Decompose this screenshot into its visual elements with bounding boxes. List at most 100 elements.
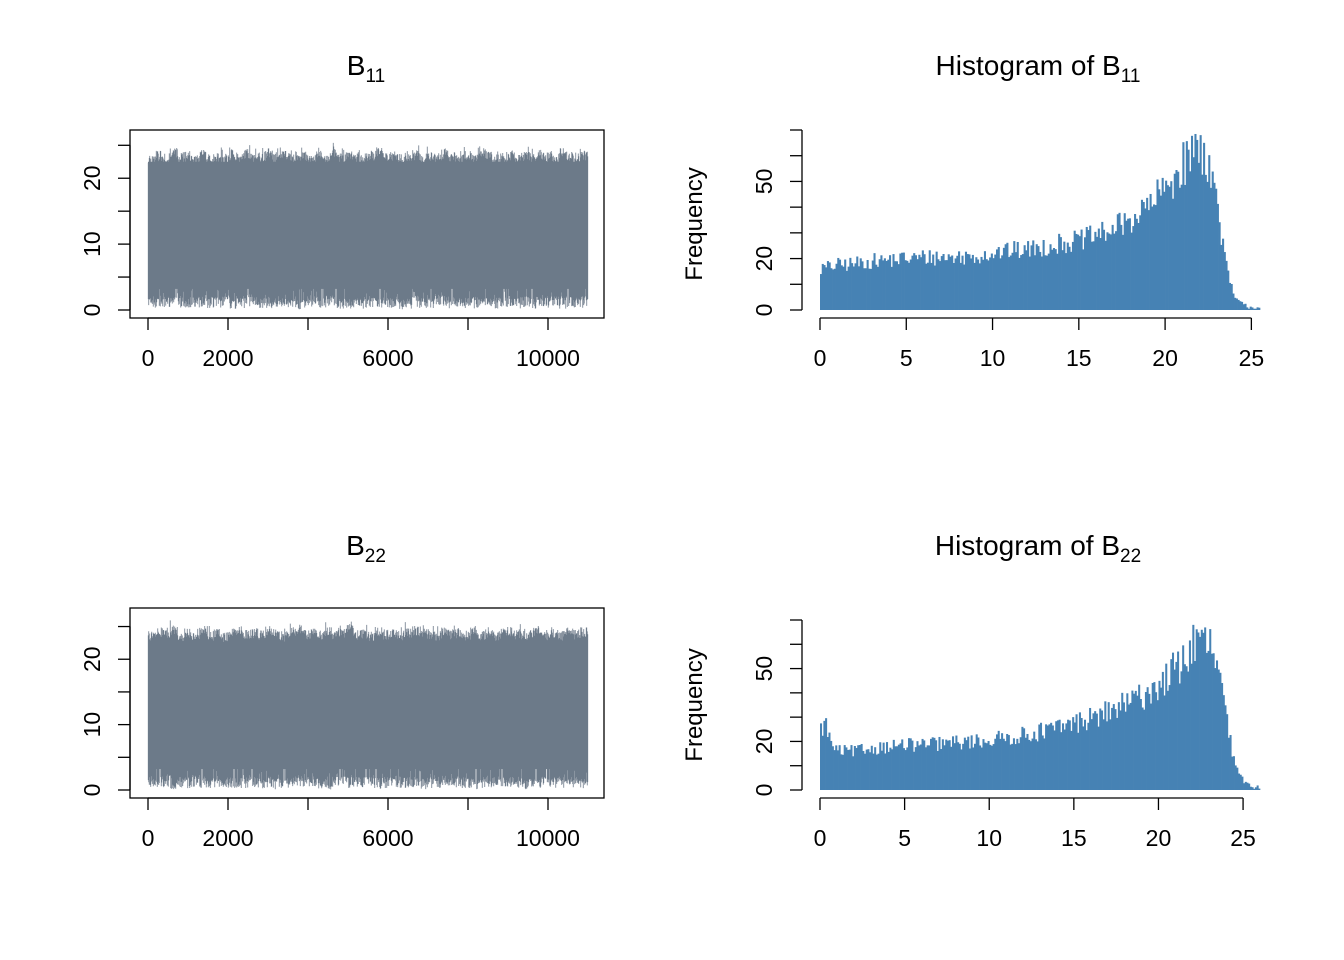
histogram-bar: [1192, 624, 1195, 790]
histogram-bar: [1226, 714, 1229, 790]
histogram-bar: [1099, 238, 1102, 310]
histogram-bar: [994, 254, 997, 310]
histogram-bar: [1185, 141, 1188, 310]
y-tick-label: 50: [751, 169, 777, 195]
histogram-bar: [1001, 255, 1004, 310]
histogram-bar: [1254, 308, 1257, 310]
histogram-bar: [1150, 703, 1153, 790]
histogram-bar: [1049, 244, 1052, 310]
x-tick-label: 20: [1146, 825, 1172, 851]
histogram-bar: [1246, 307, 1249, 310]
histogram-bar: [1253, 788, 1256, 790]
histogram-bar: [1008, 257, 1011, 310]
histogram-bar: [899, 743, 902, 790]
x-tick-label: 10000: [516, 825, 580, 851]
histogram-bar: [1128, 704, 1131, 790]
histogram-bar: [989, 257, 992, 310]
x-tick-label: 6000: [362, 345, 413, 371]
histogram-bar: [1058, 719, 1061, 790]
histogram-bar: [984, 742, 987, 790]
histogram-bar: [850, 745, 853, 790]
histogram-bar: [1111, 707, 1114, 790]
histogram-bar: [985, 259, 988, 310]
panel-title: Histogram of B22: [935, 530, 1141, 567]
histogram-bar: [899, 253, 902, 310]
x-axis: 0 5 10 15 20 25: [814, 797, 1256, 851]
histogram-bar: [942, 254, 945, 310]
histogram-bar: [1101, 221, 1104, 310]
y-tick-label: 20: [751, 729, 777, 755]
histogram-bar: [1094, 231, 1097, 310]
histogram-bar: [1023, 245, 1026, 310]
histogram-bar: [1119, 710, 1122, 790]
histogram-bar: [857, 745, 860, 790]
histogram-bar: [1048, 724, 1051, 790]
histogram-bar: [1201, 174, 1204, 310]
histogram-bar: [1182, 142, 1185, 310]
histogram-bar: [1214, 668, 1217, 790]
histogram-bar: [1177, 171, 1180, 310]
histogram-bar: [1156, 700, 1159, 790]
histogram-bar: [901, 739, 904, 790]
histogram-bar: [1100, 710, 1103, 790]
histogram-bar: [936, 750, 939, 790]
histogram-bar: [1189, 171, 1192, 310]
histogram-bar: [1230, 283, 1233, 310]
histogram-bar: [1234, 297, 1237, 310]
histogram-bar: [1002, 738, 1005, 790]
histogram-bar: [882, 260, 885, 310]
histogram-bar: [943, 745, 946, 790]
histogram-bar: [849, 257, 852, 310]
histogram-bar: [1080, 229, 1083, 310]
histogram-bar: [1200, 629, 1203, 790]
histogram-bar: [1004, 741, 1007, 790]
histogram-bar: [908, 262, 911, 310]
histogram-bar: [1092, 713, 1095, 790]
histogram-bar: [857, 266, 861, 310]
histogram-bar: [851, 263, 854, 310]
histogram-bar: [1014, 252, 1018, 310]
histogram-bar: [937, 259, 940, 310]
histogram-bar: [1258, 788, 1261, 790]
histogram-bar: [1070, 730, 1073, 790]
histogram-bar: [940, 256, 943, 310]
histogram-bar: [1109, 719, 1112, 790]
histogram-bar: [953, 743, 956, 790]
histogram-bar: [1146, 197, 1149, 310]
histogram-bar: [1027, 241, 1030, 310]
histogram-bar: [830, 268, 833, 310]
histogram-bar: [906, 260, 909, 310]
histogram-bar: [1217, 669, 1220, 790]
histogram-bar: [999, 258, 1002, 310]
histogram-bar: [1160, 687, 1163, 790]
histogram-bar: [1251, 307, 1254, 310]
histogram-bar: [1130, 232, 1133, 310]
histogram-bar: [1021, 254, 1024, 310]
histogram-bar: [1006, 242, 1009, 310]
histogram-bar: [1044, 255, 1047, 310]
histogram-bar: [918, 745, 921, 790]
histogram-bar: [1097, 228, 1100, 310]
histogram-bar: [835, 745, 838, 790]
histogram-bar: [901, 252, 904, 310]
histogram-bar: [1116, 717, 1119, 790]
histogram-bar: [970, 735, 973, 790]
histogram-bar: [1213, 182, 1216, 310]
histogram-bar: [948, 740, 951, 790]
histogram-bar: [1227, 270, 1230, 310]
histogram-bar: [1127, 218, 1130, 310]
x-tick-label: 0: [142, 825, 155, 851]
histogram-bar: [845, 270, 848, 310]
y-axis: 0 20 50: [751, 619, 803, 796]
histogram-bar: [866, 260, 869, 310]
histogram-bar: [1021, 726, 1024, 790]
histogram-bar: [875, 754, 878, 790]
x-tick-label: 25: [1239, 345, 1265, 371]
histogram-bar: [1227, 737, 1230, 790]
histogram-bar: [870, 268, 873, 310]
x-tick-label: 15: [1061, 825, 1087, 851]
histogram-bar: [958, 743, 961, 790]
histogram-bar: [892, 739, 895, 790]
histogram-bar: [1144, 208, 1147, 310]
histogram-bar: [1197, 162, 1200, 310]
